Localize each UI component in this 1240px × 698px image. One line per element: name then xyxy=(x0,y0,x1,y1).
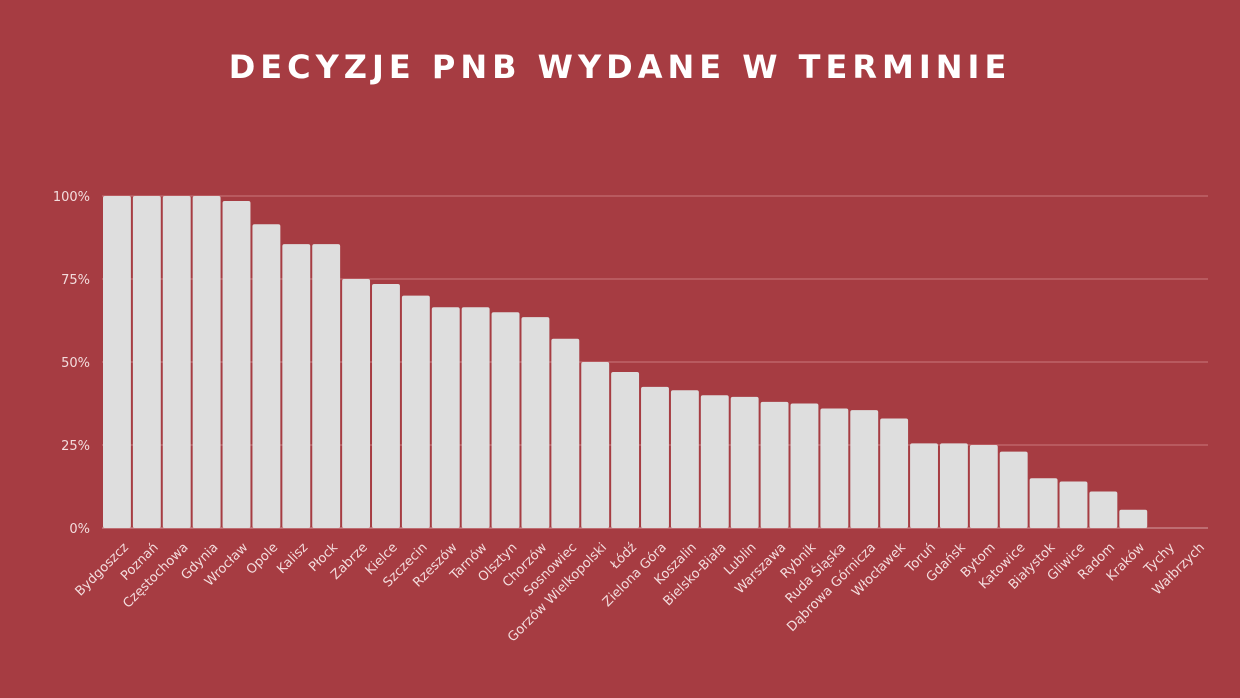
bar xyxy=(103,196,131,528)
bar xyxy=(820,408,849,528)
bar xyxy=(730,396,759,528)
chart-title: DECYZJE PNB WYDANE W TERMINIE xyxy=(228,48,1012,86)
x-tick-label: Kalisz xyxy=(274,540,311,577)
bar xyxy=(910,443,938,528)
bar xyxy=(850,410,879,528)
bar xyxy=(401,295,430,528)
bar xyxy=(431,307,460,528)
bar xyxy=(372,283,400,528)
bar xyxy=(1119,509,1148,528)
label-layer: BydgoszczPoznańCzęstochowaGdyniaWrocławO… xyxy=(73,540,1208,646)
bar xyxy=(999,451,1028,528)
y-tick-label: 75% xyxy=(61,273,90,288)
bar xyxy=(939,443,968,528)
bar xyxy=(252,224,281,528)
bar xyxy=(700,395,729,528)
bar xyxy=(790,403,819,528)
bar xyxy=(521,317,550,528)
bar-layer xyxy=(103,196,1148,529)
bar xyxy=(969,445,998,528)
bar xyxy=(611,371,640,528)
x-tick-label: Opole xyxy=(244,540,282,578)
y-tick-label: 25% xyxy=(61,439,90,454)
bar xyxy=(222,200,251,529)
bar xyxy=(192,196,221,528)
bar xyxy=(760,401,789,528)
bar xyxy=(491,312,520,528)
bar xyxy=(1059,481,1088,528)
bar xyxy=(162,196,191,528)
bar xyxy=(1089,491,1118,528)
bar xyxy=(880,418,909,528)
bar xyxy=(551,338,580,528)
bar xyxy=(670,390,699,528)
bar xyxy=(1029,478,1058,528)
bar xyxy=(581,362,610,528)
bar xyxy=(342,279,371,528)
bar xyxy=(312,244,341,528)
bar xyxy=(132,196,161,528)
bar xyxy=(282,244,311,528)
bar xyxy=(641,386,669,528)
y-tick-label: 100% xyxy=(53,190,90,205)
y-tick-label: 0% xyxy=(69,522,90,537)
y-tick-label: 50% xyxy=(61,356,90,371)
bar xyxy=(461,307,490,528)
